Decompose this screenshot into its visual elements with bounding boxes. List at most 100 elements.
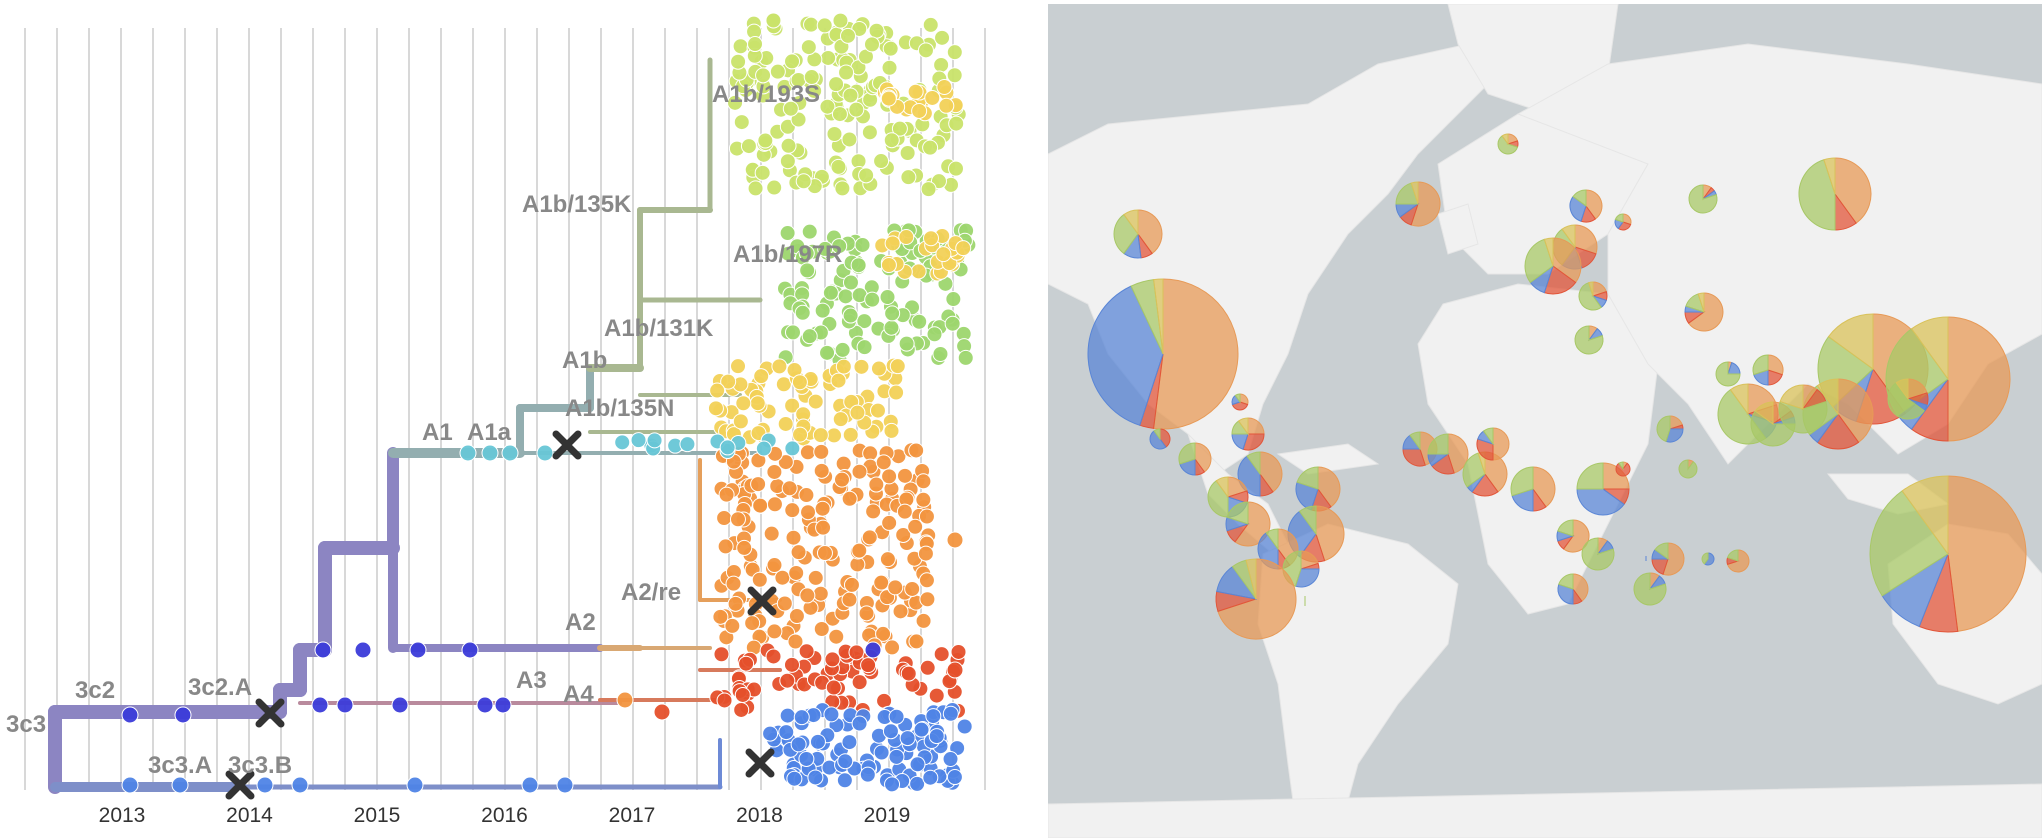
tree-tip[interactable] [174, 706, 192, 724]
tree-tip[interactable] [783, 656, 800, 673]
tree-tip[interactable] [800, 39, 817, 56]
tree-tip[interactable] [788, 564, 805, 581]
tree-tip[interactable] [784, 440, 801, 457]
tree-tip[interactable] [733, 114, 750, 131]
tree-tip[interactable] [869, 402, 886, 419]
region-pie[interactable] [1087, 278, 1239, 430]
tree-tip[interactable] [800, 504, 817, 521]
tree-tip[interactable] [896, 467, 913, 484]
tree-tip[interactable] [841, 734, 858, 751]
tree-tip[interactable] [814, 302, 831, 319]
tree-tip[interactable] [813, 462, 830, 479]
tree-tip[interactable] [863, 36, 880, 53]
tree-tip[interactable] [947, 160, 964, 177]
region-pie[interactable] [1231, 393, 1249, 411]
tree-tip[interactable] [754, 164, 771, 181]
tree-tip[interactable] [908, 633, 925, 650]
tree-tip[interactable] [712, 608, 729, 625]
region-pie[interactable] [1578, 281, 1608, 311]
tree-tip[interactable] [862, 445, 879, 462]
tree-tip[interactable] [765, 12, 782, 29]
tree-tip[interactable] [956, 718, 973, 735]
tree-tip[interactable] [933, 56, 950, 73]
tree-tip[interactable] [913, 721, 930, 738]
tree-tip[interactable] [707, 400, 724, 417]
tree-tip[interactable] [819, 344, 836, 361]
tree-tip[interactable] [807, 569, 824, 586]
region-pie[interactable] [1524, 237, 1582, 295]
region-pie[interactable] [1497, 133, 1519, 155]
region-pie[interactable] [1402, 431, 1438, 467]
tree-tip[interactable] [920, 181, 937, 198]
tree-tip[interactable] [762, 725, 779, 742]
tree-tip[interactable] [918, 508, 935, 525]
tree-tip[interactable] [911, 102, 928, 119]
tree-tip[interactable] [716, 509, 733, 526]
tree-tip[interactable] [832, 411, 849, 428]
tree-tip[interactable] [884, 776, 901, 793]
tree-tip[interactable] [899, 730, 916, 747]
tree-tip[interactable] [946, 531, 964, 549]
tree-tip[interactable] [851, 674, 868, 691]
tree-tip[interactable] [840, 27, 857, 44]
region-pie[interactable] [1581, 537, 1615, 571]
tree-tip[interactable] [925, 708, 942, 725]
region-pie[interactable] [1178, 442, 1212, 476]
tree-tip[interactable] [932, 346, 949, 363]
tree-tip[interactable] [834, 341, 851, 358]
region-pie[interactable] [1869, 475, 2027, 633]
tree-tip[interactable] [536, 444, 554, 462]
tree-tip[interactable] [875, 625, 892, 642]
tree-tip[interactable] [807, 769, 824, 786]
tree-tip[interactable] [884, 639, 901, 656]
tree-tip[interactable] [928, 728, 945, 745]
tree-tip[interactable] [842, 87, 859, 104]
tree-tip[interactable] [766, 496, 783, 513]
tree-tip[interactable] [910, 263, 927, 280]
tree-tip[interactable] [735, 395, 752, 412]
tree-tip[interactable] [753, 368, 770, 385]
tree-tip[interactable] [719, 439, 736, 456]
tree-tip[interactable] [750, 476, 767, 493]
tree-tip[interactable] [834, 180, 851, 197]
tree-tip[interactable] [858, 167, 875, 184]
region-pie[interactable] [1752, 354, 1784, 386]
tree-tip[interactable] [771, 358, 788, 375]
region-pie[interactable] [1569, 189, 1603, 223]
tree-tip[interactable] [836, 772, 853, 789]
tree-tip[interactable] [915, 473, 932, 490]
tree-tip[interactable] [868, 476, 885, 493]
tree-tip[interactable] [851, 542, 868, 559]
tree-tip[interactable] [809, 733, 826, 750]
region-pie[interactable] [1715, 361, 1741, 387]
tree-tip[interactable] [747, 180, 764, 197]
region-pie[interactable] [1556, 519, 1590, 553]
tree-tip[interactable] [795, 173, 812, 190]
region-pie[interactable] [1215, 558, 1297, 640]
tree-tip[interactable] [833, 471, 850, 488]
tree-tip[interactable] [724, 617, 741, 634]
tree-tip[interactable] [843, 576, 860, 593]
tree-tip[interactable] [798, 245, 815, 262]
tree-tip[interactable] [747, 36, 764, 53]
tree-tip[interactable] [409, 641, 427, 659]
tree-tip[interactable] [751, 571, 768, 588]
tree-tip[interactable] [896, 503, 913, 520]
tree-tip[interactable] [727, 94, 744, 111]
tree-tip[interactable] [646, 432, 663, 449]
tree-tip[interactable] [755, 67, 772, 84]
tree-tip[interactable] [406, 776, 424, 794]
tree-tip[interactable] [895, 526, 912, 543]
region-pie[interactable] [1651, 542, 1685, 576]
tree-tip[interactable] [749, 395, 766, 412]
tree-tip[interactable] [775, 376, 792, 393]
region-pie[interactable] [1113, 209, 1163, 259]
tree-tip[interactable] [837, 288, 854, 305]
tree-tip[interactable] [919, 659, 936, 676]
region-pie[interactable] [1726, 549, 1750, 573]
tree-tip[interactable] [799, 262, 816, 279]
tree-tip[interactable] [740, 138, 757, 155]
tree-tip[interactable] [883, 132, 900, 149]
tree-tip[interactable] [727, 595, 744, 612]
tree-tip[interactable] [779, 225, 796, 242]
